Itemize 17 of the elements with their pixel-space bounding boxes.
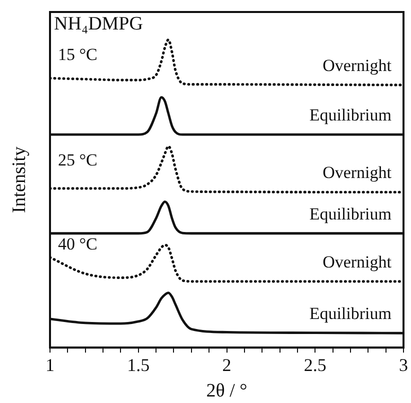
annotation: 15 °C bbox=[58, 45, 98, 64]
y-axis-title: Intensity bbox=[8, 146, 30, 214]
series-label: Equilibrium bbox=[309, 106, 392, 125]
series-label: Overnight bbox=[322, 56, 392, 75]
series-label: Overnight bbox=[322, 163, 392, 182]
x-tick-label: 1 bbox=[46, 355, 54, 376]
annotation: 40 °C bbox=[58, 234, 98, 254]
series-label: Equilibrium bbox=[309, 204, 392, 224]
series-label: Overnight bbox=[322, 252, 392, 272]
x-tick-label: 1.5 bbox=[127, 355, 150, 376]
x-axis-title: 2θ / ° bbox=[206, 380, 248, 402]
text: NH₄DMPG bbox=[54, 13, 144, 34]
annotation: 25 °C bbox=[58, 150, 98, 170]
x-tick-label: 3 bbox=[399, 355, 408, 376]
x-tick-label: 2 bbox=[222, 355, 232, 376]
series-label: Equilibrium bbox=[309, 304, 392, 324]
x-tick-label: 2.5 bbox=[304, 355, 326, 376]
